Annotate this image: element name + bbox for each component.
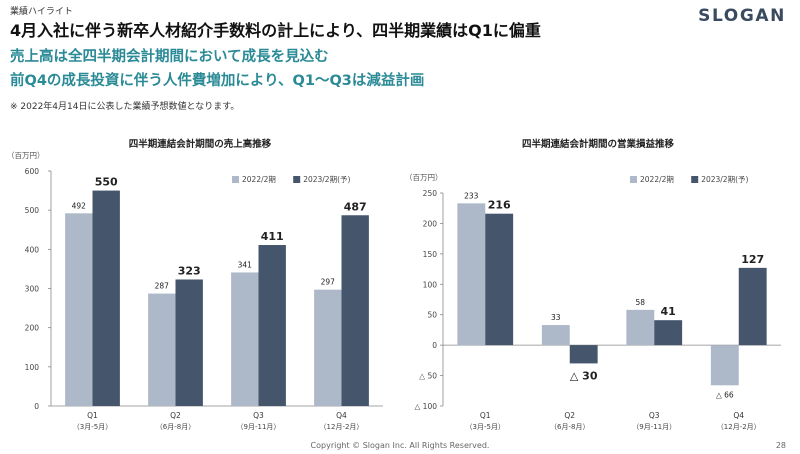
y-tick-label: 200	[25, 324, 40, 333]
data-label: 287	[155, 282, 170, 291]
bar-fy2022	[148, 293, 176, 406]
subheadline-profit: 前Q4の成長投資に伴う人件費増加により、Q1～Q3は減益計画	[10, 73, 425, 89]
x-category-sublabel: （9月-11月）	[237, 423, 281, 431]
data-label: 127	[741, 253, 764, 266]
y-tick-label: 100	[423, 280, 438, 289]
y-tick-label: 600	[25, 167, 40, 176]
x-category-label: Q1	[87, 411, 98, 420]
y-tick-label: 400	[25, 245, 40, 254]
x-category-label: Q3	[649, 411, 660, 420]
legend-swatch	[630, 176, 637, 183]
y-tick-label: 500	[25, 206, 40, 215]
legend-swatch	[293, 176, 301, 183]
x-category-label: Q3	[253, 411, 264, 420]
forecast-note: ※ 2022年4月14日に公表した業績予想数値となります。	[10, 102, 240, 112]
data-label: 216	[488, 199, 511, 212]
data-label: 233	[464, 191, 479, 200]
y-tick-label: 150	[423, 250, 438, 259]
legend-label: 2022/2期	[640, 175, 674, 184]
y-tick-label: △ 100	[415, 402, 438, 411]
data-label: 487	[344, 200, 367, 213]
subheadline-revenue: 売上高は全四半期会計期間において成長を見込む	[10, 49, 329, 65]
data-label: 341	[238, 260, 253, 269]
y-tick-label: 0	[432, 341, 437, 350]
x-category-sublabel: （9月-11月）	[632, 423, 676, 431]
y-tick-label: 250	[423, 189, 438, 198]
section-label: 業績ハイライト	[10, 7, 73, 17]
bar-fy2023	[341, 215, 369, 406]
legend-label: 2023/2期(予)	[701, 175, 748, 184]
bar-fy2023	[569, 345, 598, 364]
bar-fy2023	[92, 190, 120, 406]
y-tick-label: △ 50	[419, 372, 437, 381]
revenue-chart-title: 四半期連結会計期間の売上高推移	[128, 139, 272, 150]
bar-fy2022	[626, 309, 655, 346]
bar-fy2023	[654, 320, 683, 346]
page-headline: 4月入社に伴う新卒人材紹介手数料の計上により、四半期業績はQ1に偏重	[10, 21, 541, 40]
data-label: △ 30	[570, 369, 598, 382]
copyright-footer: Copyright © Slogan Inc. All Rights Reser…	[310, 441, 490, 450]
x-category-label: Q2	[170, 411, 181, 420]
y-tick-label: 300	[25, 285, 40, 294]
bar-fy2022	[65, 213, 93, 406]
data-label: 492	[72, 201, 87, 210]
x-category-label: Q4	[336, 411, 347, 420]
revenue-chart: （百万円） 0 100 200 300 400 500 600 492 550 Q1 （3月-5月） 2…	[5, 136, 395, 434]
data-label: 323	[178, 264, 201, 277]
bar-fy2022	[541, 325, 570, 346]
data-label: △ 66	[716, 390, 734, 399]
operating-profit-chart-title: 四半期連結会計期間の営業損益推移	[521, 139, 674, 150]
operating-profit-chart-svg: （百万円） △ 100 △ 50 0 50 100 150 200 250 233 216 Q1 （3月…	[405, 173, 781, 431]
data-label: 33	[551, 313, 561, 322]
x-category-label: Q2	[564, 411, 575, 420]
legend-swatch	[691, 176, 699, 183]
x-category-label: Q1	[480, 411, 491, 420]
operating-profit-chart: （百万円） △ 100 △ 50 0 50 100 150 200 250 233 216 Q1 （3月…	[403, 136, 793, 434]
bar-fy2023	[485, 213, 514, 346]
x-category-sublabel: （6月-8月）	[550, 423, 589, 431]
legend-label: 2023/2期(予)	[303, 175, 350, 184]
y-tick-label: 100	[25, 363, 40, 372]
legend-swatch	[232, 176, 239, 183]
data-label: 411	[261, 230, 284, 243]
data-label: 41	[661, 305, 676, 318]
y-tick-label: 0	[34, 402, 39, 411]
x-category-sublabel: （12月-2月）	[320, 423, 364, 431]
x-category-label: Q4	[733, 411, 744, 420]
y-tick-label: 200	[423, 219, 438, 228]
x-category-sublabel: （12月-2月）	[717, 423, 761, 431]
data-label: 297	[321, 278, 336, 287]
bar-fy2023	[738, 267, 767, 346]
bar-fy2022	[314, 289, 342, 406]
bar-fy2022	[457, 203, 486, 346]
page-number: 28	[775, 441, 786, 450]
bar-fy2022	[231, 272, 259, 406]
x-category-sublabel: （3月-5月）	[466, 423, 505, 431]
company-logo: SLOGAN	[698, 6, 786, 26]
unit-label: （百万円）	[7, 151, 45, 160]
data-label: 550	[95, 176, 118, 189]
revenue-chart-svg: （百万円） 0 100 200 300 400 500 600 492 550 Q1 （3月-5月） 2…	[7, 151, 383, 431]
unit-label: （百万円）	[405, 173, 443, 182]
x-category-sublabel: （6月-8月）	[156, 423, 195, 431]
legend-label: 2022/2期	[242, 175, 276, 184]
bar-fy2023	[258, 245, 286, 406]
bar-fy2023	[175, 279, 203, 406]
data-label: 58	[636, 298, 646, 307]
y-tick-label: 50	[427, 311, 437, 320]
x-category-sublabel: （3月-5月）	[73, 423, 112, 431]
bar-fy2022	[710, 345, 739, 386]
